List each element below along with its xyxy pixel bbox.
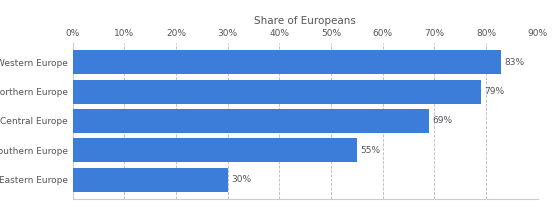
Text: 79%: 79% — [484, 87, 504, 96]
Text: 83%: 83% — [505, 58, 525, 67]
Text: 30%: 30% — [231, 175, 251, 184]
Bar — [73, 80, 481, 104]
Text: 69%: 69% — [432, 116, 452, 125]
Title: Share of Europeans: Share of Europeans — [254, 16, 356, 26]
Text: 55%: 55% — [360, 146, 380, 155]
Bar — [73, 50, 501, 74]
Bar — [73, 168, 228, 192]
Bar — [73, 109, 429, 133]
Bar — [73, 138, 357, 162]
